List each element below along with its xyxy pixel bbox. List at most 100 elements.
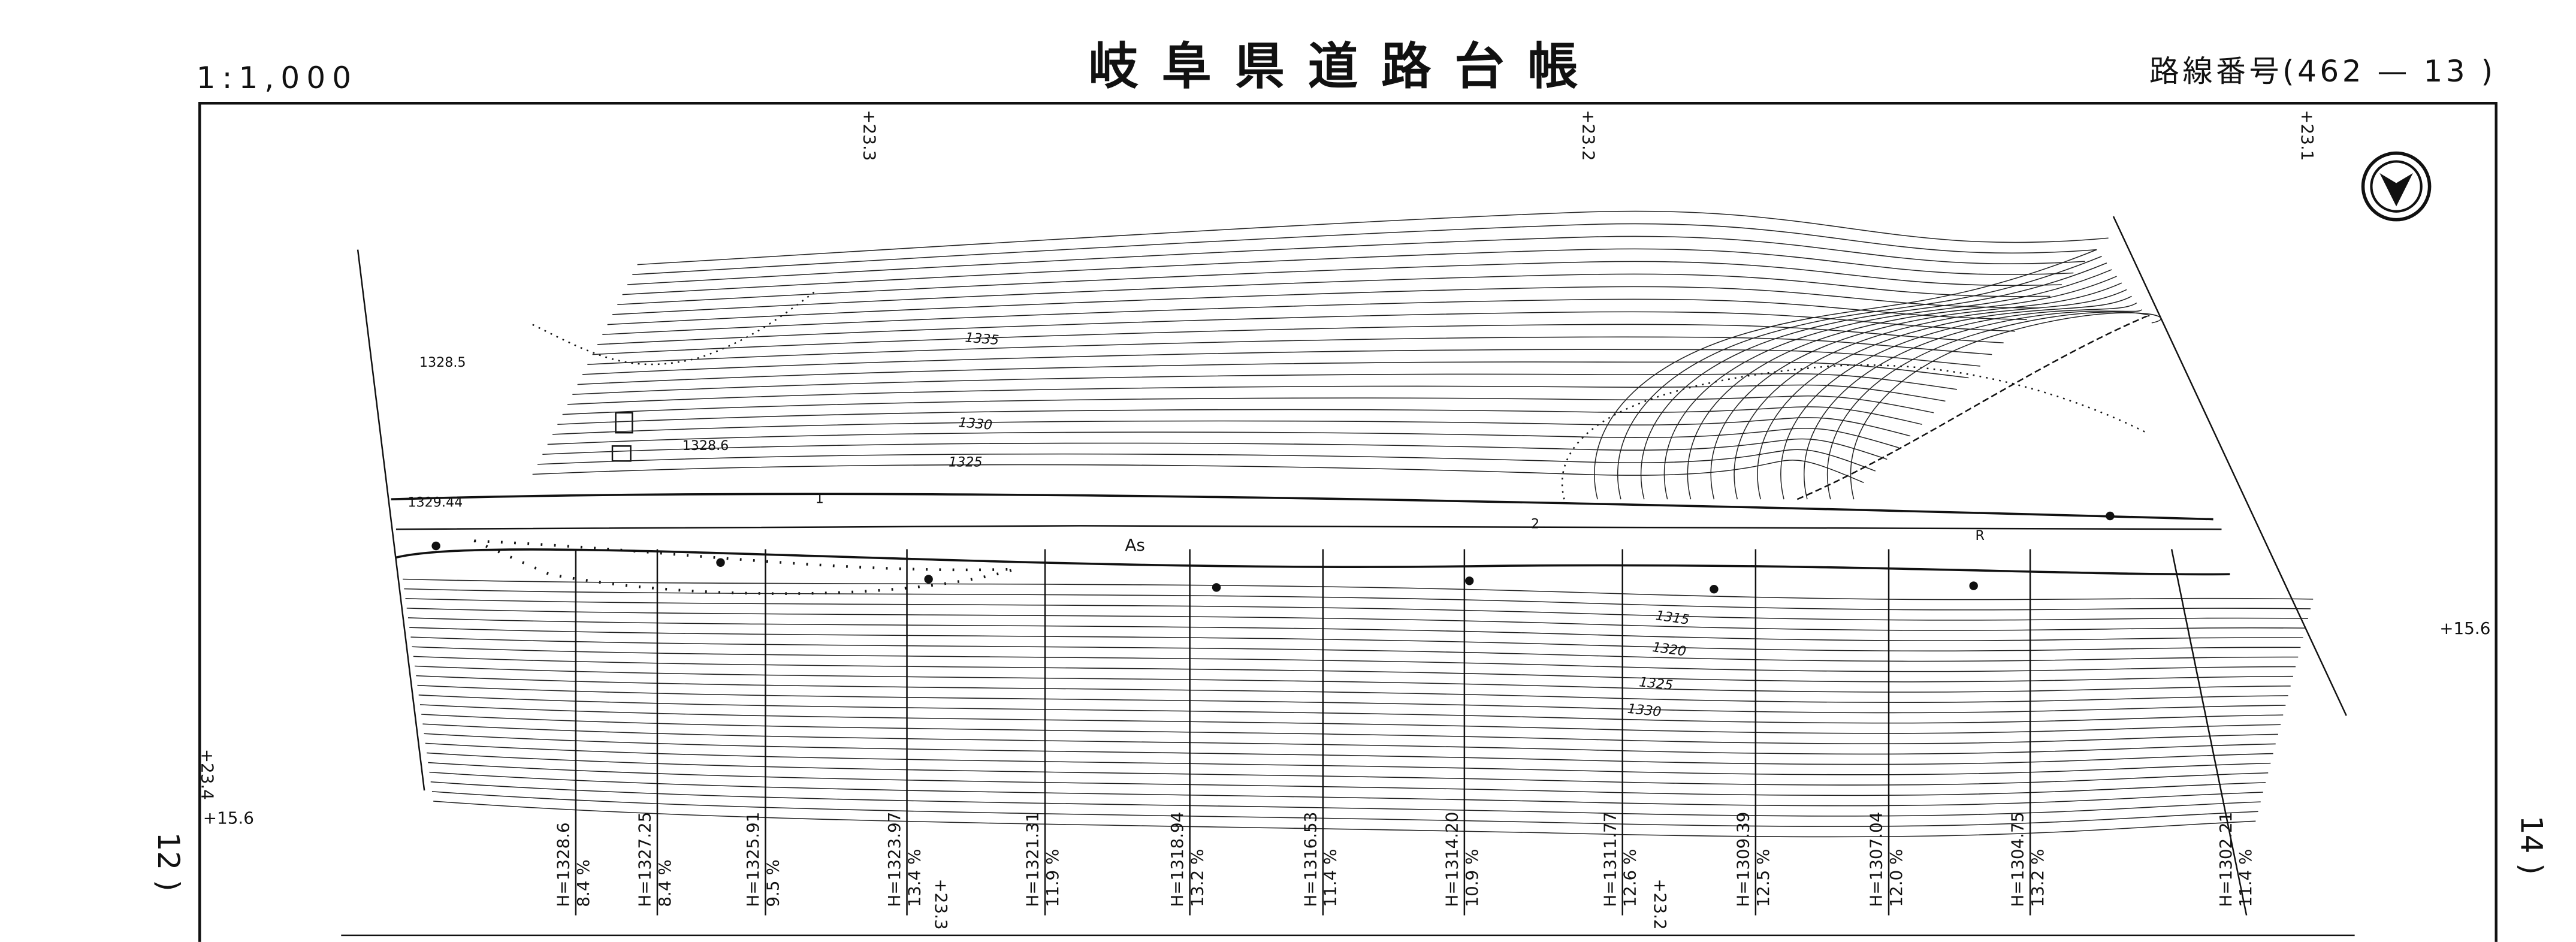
contour <box>577 361 1969 385</box>
station-label: +23.2 <box>1578 110 1598 161</box>
spot-label: As <box>1125 535 1144 555</box>
cliff-line <box>1796 315 2147 500</box>
north-arrow-ring <box>2361 151 2432 222</box>
north-arrow <box>2379 173 2413 207</box>
contour <box>1734 289 2127 500</box>
contour <box>1850 312 2161 500</box>
contour <box>405 597 2308 621</box>
station-label: +15.6 <box>203 808 254 828</box>
contour <box>562 395 1934 415</box>
contour <box>429 771 2263 807</box>
survey-point <box>1969 581 1978 590</box>
section-grade: 11.4 % <box>2236 849 2255 907</box>
contour <box>416 675 2288 703</box>
section-height: H=1325.91 <box>743 812 763 907</box>
road-edge-lower <box>395 548 2230 576</box>
section-height: H=1323.97 <box>884 812 904 907</box>
route-number: 路線番号(462 — 13 ) <box>2149 54 2496 89</box>
section-grade: 12.0 % <box>1886 849 1906 907</box>
contour <box>1594 249 2097 500</box>
section-grade: 12.5 % <box>1753 849 1773 907</box>
contour <box>1617 256 2102 500</box>
contour-label: 1330 <box>1627 701 1662 720</box>
station-label: +23.2 <box>1650 878 1670 929</box>
road-edge-upper <box>391 493 2213 521</box>
section-height: H=1316.53 <box>1300 812 1320 907</box>
survey-point <box>2106 511 2115 521</box>
building <box>615 412 633 434</box>
survey-edge-right <box>2112 216 2347 716</box>
contour <box>587 336 1992 366</box>
cross-section-line <box>2170 549 2248 916</box>
contour <box>1710 282 2122 500</box>
contour <box>410 636 2299 662</box>
contour <box>427 752 2269 786</box>
contour <box>433 801 2256 838</box>
survey-point <box>716 558 725 567</box>
section-height: H=1314.20 <box>1442 812 1461 907</box>
contour <box>622 248 2074 295</box>
section-grade: 11.4 % <box>1321 849 1340 907</box>
contour <box>430 781 2261 817</box>
section-height: H=1328.6 <box>553 822 573 907</box>
survey-point <box>1710 584 1719 594</box>
section-grade: 13.2 % <box>2028 849 2047 907</box>
contour <box>637 210 2109 265</box>
spot-label: 2 <box>1531 516 1539 532</box>
contours <box>403 210 2314 916</box>
station-label: +23.3 <box>931 878 951 929</box>
survey-point <box>924 575 933 584</box>
spot-label: R <box>1975 528 1984 544</box>
contour <box>407 617 2303 641</box>
spot-label: 1328.5 <box>419 355 466 370</box>
contour <box>572 373 1958 395</box>
contour <box>415 665 2291 693</box>
spot-label: 1329.44 <box>407 494 463 510</box>
section-height: H=1309.39 <box>1733 812 1753 907</box>
contour <box>557 406 1922 425</box>
north-arrow-inner <box>2370 160 2423 213</box>
contour <box>532 460 1864 484</box>
section-grade: 8.4 % <box>573 859 593 907</box>
contour <box>542 438 1888 460</box>
section-grade: 12.6 % <box>1620 849 1640 907</box>
contour <box>409 627 2301 652</box>
section-height: H=1318.94 <box>1167 812 1187 907</box>
contour <box>406 608 2306 631</box>
scale-label: 1:1,000 <box>197 61 358 95</box>
contour <box>431 791 2258 827</box>
contour <box>418 695 2284 724</box>
contour-label: 1335 <box>965 330 1000 348</box>
contour <box>1640 262 2107 500</box>
station-label: +23.4 <box>197 749 217 800</box>
contour <box>592 324 2004 355</box>
contour <box>632 223 2097 276</box>
contour <box>1687 276 2117 500</box>
contour <box>421 714 2278 744</box>
contour <box>1780 302 2137 500</box>
contour <box>428 762 2266 796</box>
survey-edge-left <box>357 249 425 791</box>
contour <box>1663 269 2112 500</box>
contour <box>627 236 2085 285</box>
station-label: +23.1 <box>2297 110 2317 161</box>
contour-label: 1325 <box>1638 674 1674 693</box>
contour <box>412 646 2296 672</box>
adjacent-sheet: 12 ) <box>151 832 186 892</box>
sheet-frame <box>198 102 2498 942</box>
contour-label: 1325 <box>949 455 983 470</box>
contour <box>425 742 2271 775</box>
contour <box>537 449 1876 472</box>
section-height: H=1327.25 <box>635 812 655 907</box>
contour <box>422 723 2276 755</box>
adjacent-sheet: 14 ) <box>2514 816 2549 875</box>
contour-label: 1330 <box>958 415 993 433</box>
contour <box>612 273 2050 315</box>
section-height: H=1311.77 <box>1600 812 1620 907</box>
section-grade: 10.9 % <box>1462 849 1482 907</box>
survey-point <box>431 541 440 551</box>
contour <box>552 417 1911 437</box>
contour <box>582 349 1980 375</box>
